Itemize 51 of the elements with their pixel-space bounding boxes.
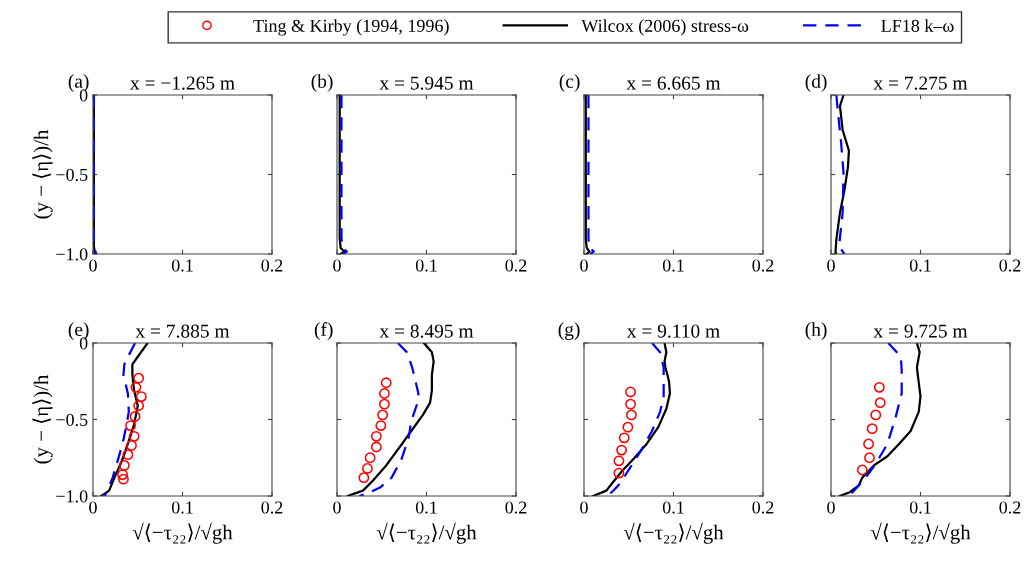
chart-title: x = 9.110 m [626, 324, 720, 338]
text: (h) [805, 322, 827, 340]
chart-title: x = −1.265 m [130, 76, 235, 90]
x-tick-label: 0.2 [752, 501, 774, 514]
x-tick-label: 0.1 [171, 501, 193, 514]
x-tick-label: 0.1 [662, 501, 684, 514]
y-tick-label: −1.0 [56, 490, 88, 503]
legend-label: LF18 k–ω [881, 19, 954, 32]
x-tick-label: 0.2 [999, 259, 1021, 272]
x-tick-label: 0 [89, 259, 97, 272]
x-tick-label: 0 [580, 259, 588, 272]
text: (c) [559, 74, 580, 92]
text: (g) [558, 322, 580, 340]
x-tick-label: 0.1 [415, 259, 437, 272]
x-tick-label: 0.2 [999, 501, 1021, 514]
legend-label: Wilcox (2006) stress-ω [581, 19, 749, 36]
x-tick-label: 0.1 [662, 259, 684, 272]
x-tick-label: 0.2 [261, 501, 283, 514]
x-tick-label: 0.2 [261, 259, 283, 272]
x-tick-label: 0 [580, 501, 588, 514]
x-tick-label: 0 [333, 501, 341, 514]
text: (f) [314, 322, 333, 340]
chart-title: x = 7.275 m [873, 76, 968, 90]
y-axis-title: (y − ⟨η⟩)/h [32, 129, 53, 219]
text: (b) [311, 74, 333, 92]
x-tick-label: 0.1 [909, 501, 931, 514]
y-tick-label: −0.5 [56, 413, 88, 427]
x-tick-label: 0 [827, 259, 835, 272]
x-tick-label: 0 [333, 259, 341, 272]
legend-label: Ting & Kirby (1994, 1996) [253, 19, 449, 36]
x-tick-label: 0.2 [505, 259, 527, 272]
chart-title: x = 9.725 m [873, 324, 968, 338]
x-axis-title: √⟨−τ₂₂⟩/√gh [376, 522, 477, 544]
x-tick-label: 0.2 [505, 501, 527, 514]
text: (d) [805, 74, 827, 92]
x-tick-label: 0 [827, 501, 835, 514]
chart-title: x = 7.885 m [135, 324, 230, 338]
x-tick-label: 0.2 [752, 259, 774, 272]
y-tick-label: −1.0 [56, 248, 88, 261]
y-tick-label: −0.5 [56, 168, 88, 182]
chart-title: x = 8.495 m [379, 324, 474, 338]
x-tick-label: 0.1 [171, 259, 193, 272]
chart-title: x = 6.665 m [626, 76, 721, 90]
chart-title: x = 5.945 m [379, 76, 474, 90]
x-tick-label: 0.1 [415, 501, 437, 514]
x-axis-title: √⟨−τ₂₂⟩/√gh [623, 522, 724, 544]
x-axis-title: √⟨−τ₂₂⟩/√gh [132, 522, 233, 544]
x-tick-label: 0.1 [909, 259, 931, 272]
x-axis-title: √⟨−τ₂₂⟩/√gh [870, 522, 971, 544]
y-axis-title: (y − ⟨η⟩)/h [32, 374, 53, 464]
x-tick-label: 0 [89, 501, 97, 514]
